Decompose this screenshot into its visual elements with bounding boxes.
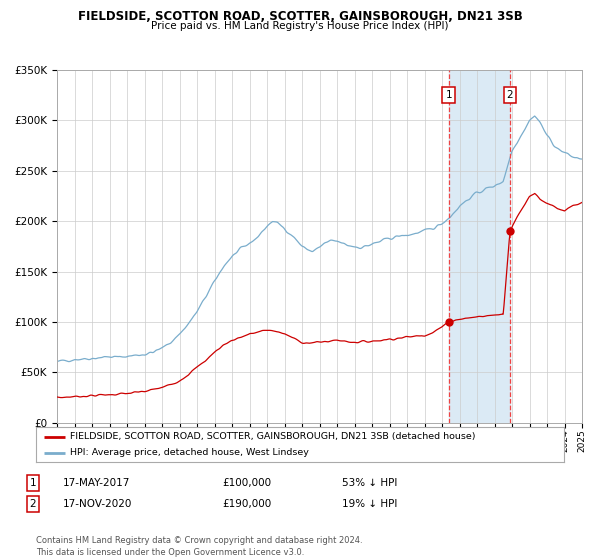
Text: Contains HM Land Registry data © Crown copyright and database right 2024.
This d: Contains HM Land Registry data © Crown c… bbox=[36, 536, 362, 557]
Text: 53% ↓ HPI: 53% ↓ HPI bbox=[342, 478, 397, 488]
Bar bbox=[449, 70, 510, 423]
Text: HPI: Average price, detached house, West Lindsey: HPI: Average price, detached house, West… bbox=[70, 449, 309, 458]
Text: £100,000: £100,000 bbox=[222, 478, 271, 488]
Text: 2: 2 bbox=[29, 499, 37, 509]
Text: 17-MAY-2017: 17-MAY-2017 bbox=[63, 478, 130, 488]
Text: 19% ↓ HPI: 19% ↓ HPI bbox=[342, 499, 397, 509]
Text: 1: 1 bbox=[445, 90, 452, 100]
Text: 2: 2 bbox=[506, 90, 513, 100]
Text: £190,000: £190,000 bbox=[222, 499, 271, 509]
Text: FIELDSIDE, SCOTTON ROAD, SCOTTER, GAINSBOROUGH, DN21 3SB: FIELDSIDE, SCOTTON ROAD, SCOTTER, GAINSB… bbox=[77, 10, 523, 22]
Text: Price paid vs. HM Land Registry's House Price Index (HPI): Price paid vs. HM Land Registry's House … bbox=[151, 21, 449, 31]
Text: FIELDSIDE, SCOTTON ROAD, SCOTTER, GAINSBOROUGH, DN21 3SB (detached house): FIELDSIDE, SCOTTON ROAD, SCOTTER, GAINSB… bbox=[70, 432, 476, 441]
Text: 1: 1 bbox=[29, 478, 37, 488]
Text: 17-NOV-2020: 17-NOV-2020 bbox=[63, 499, 133, 509]
